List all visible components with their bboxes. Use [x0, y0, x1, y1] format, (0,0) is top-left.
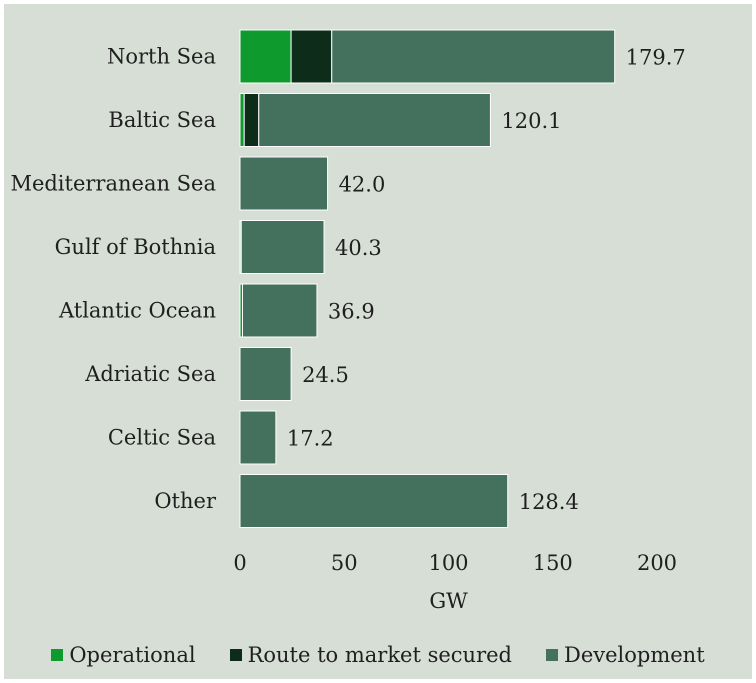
category-label: North Sea [107, 45, 216, 69]
legend-item: Route to market secured [229, 643, 512, 667]
category-label: Adriatic Sea [84, 362, 216, 386]
bar-development-6 [239, 410, 277, 465]
legend-label: Operational [69, 643, 196, 667]
total-label: 42.0 [339, 173, 386, 197]
total-label: 128.4 [519, 490, 579, 514]
category-label: Gulf of Bothnia [55, 235, 216, 259]
category-label: Other [154, 489, 217, 513]
bar-operational-0 [239, 29, 292, 84]
x-tick-label: 200 [637, 551, 677, 575]
legend-swatch [51, 649, 64, 661]
bar-route-to-market-secured-0 [290, 29, 333, 84]
bar-development-7 [239, 474, 509, 528]
x-tick-label: 150 [533, 551, 573, 575]
bar-development-2 [239, 156, 329, 211]
legend-item: Development [545, 643, 705, 667]
chart-legend: Operational Route to market secured Develo… [0, 640, 756, 670]
legend-item: Operational [51, 643, 196, 667]
bar-development-0 [331, 29, 616, 84]
total-label: 24.5 [302, 363, 349, 387]
category-label: Baltic Sea [108, 108, 216, 132]
total-label: 120.1 [501, 109, 561, 133]
legend-label: Development [563, 643, 705, 667]
legend-swatch [229, 649, 242, 661]
legend-swatch [545, 649, 558, 661]
legend-label: Route to market secured [247, 643, 512, 667]
x-tick-label: 0 [233, 551, 246, 575]
x-tick-label: 50 [331, 551, 358, 575]
total-label: 36.9 [328, 300, 375, 324]
bar-development-4 [242, 283, 318, 338]
category-label: Mediterranean Sea [10, 172, 216, 196]
bar-route-to-market-secured-1 [243, 93, 260, 147]
total-label: 17.2 [287, 427, 334, 451]
total-label: 40.3 [335, 236, 382, 260]
category-label: Atlantic Ocean [58, 299, 216, 323]
bar-development-1 [258, 93, 491, 147]
bar-development-5 [239, 347, 292, 401]
x-axis-title: GW [429, 589, 468, 613]
bar-chart: North Sea 179.7 Baltic Sea 120.1 Mediterrane… [10, 29, 686, 613]
category-label: Celtic Sea [108, 426, 216, 450]
bar-development-3 [240, 220, 325, 274]
x-tick-label: 100 [428, 551, 468, 575]
total-label: 179.7 [626, 46, 686, 70]
bar-operational-1 [239, 93, 245, 147]
